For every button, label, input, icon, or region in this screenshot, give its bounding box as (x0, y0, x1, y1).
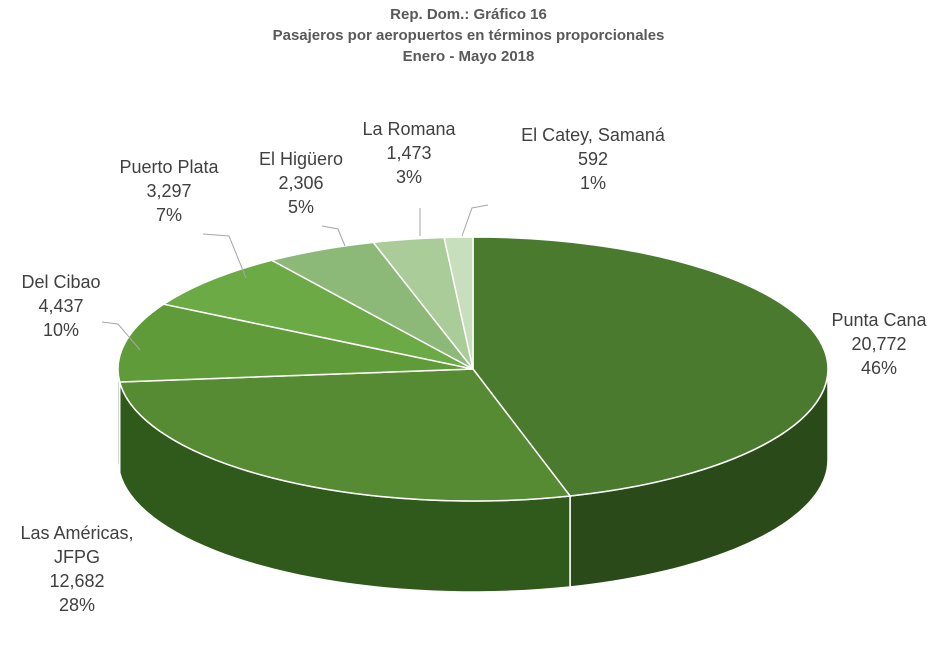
label-percent: 10% (42, 320, 80, 340)
label-category: El Higüero (258, 149, 344, 169)
data-label-4: El Higüero 2,306 5% (259, 147, 343, 219)
leader-line-4 (101, 321, 141, 351)
data-label-3: Puerto Plata 3,297 7% (119, 155, 218, 227)
chart-subtitle: Pasajeros por aeropuertos en términos pr… (272, 27, 665, 44)
pie-slice-2 (117, 303, 474, 383)
data-label-1: Las Américas, JFPG 12,682 28% (20, 521, 133, 617)
leader-line-3 (202, 233, 247, 279)
label-category: Del Cibao (21, 272, 101, 292)
pie-slice-1 (118, 368, 571, 502)
label-percent: 3% (395, 167, 422, 187)
label-category: JFPG (53, 547, 101, 567)
label-percent: 46% (860, 358, 898, 378)
label-percent: 28% (58, 595, 96, 615)
data-label-0: Punta Cana 20,772 46% (831, 308, 926, 380)
label-percent: 5% (287, 197, 315, 217)
label-percent: 7% (155, 205, 182, 225)
label-category: Punta Cana (831, 310, 927, 330)
pie-top-slices (117, 236, 829, 502)
label-category: Las Américas, (20, 523, 134, 543)
label-value: 4,437 (38, 296, 84, 316)
label-value: 2,306 (278, 173, 324, 193)
pie-slice-0 (472, 236, 829, 497)
label-value: 592 (577, 149, 609, 169)
data-label-5: La Romana 1,473 3% (362, 117, 455, 189)
label-value: 20,772 (851, 334, 907, 354)
label-category: El Catey, Samaná (521, 125, 665, 145)
label-value: 12,682 (49, 571, 105, 591)
leader-lines (101, 204, 489, 351)
label-value: 1,473 (386, 143, 432, 163)
leader-line-0 (461, 204, 489, 237)
label-category: La Romana (362, 119, 456, 139)
data-label-2: Del Cibao 4,437 10% (21, 270, 100, 342)
data-label-6: El Catey, Samaná 592 1% (521, 123, 665, 195)
label-category: Puerto Plata (119, 157, 219, 177)
label-percent: 1% (579, 173, 606, 193)
chart-period: Enero - Mayo 2018 (402, 48, 535, 65)
pie-side-2 (117, 369, 121, 474)
pie-slice-3 (163, 259, 474, 370)
chart-title: Rep. Dom.: Gráfico 16 (390, 6, 547, 23)
pie-slice-6 (443, 236, 474, 370)
label-value: 3,297 (146, 181, 192, 201)
leader-line-2 (321, 225, 346, 247)
